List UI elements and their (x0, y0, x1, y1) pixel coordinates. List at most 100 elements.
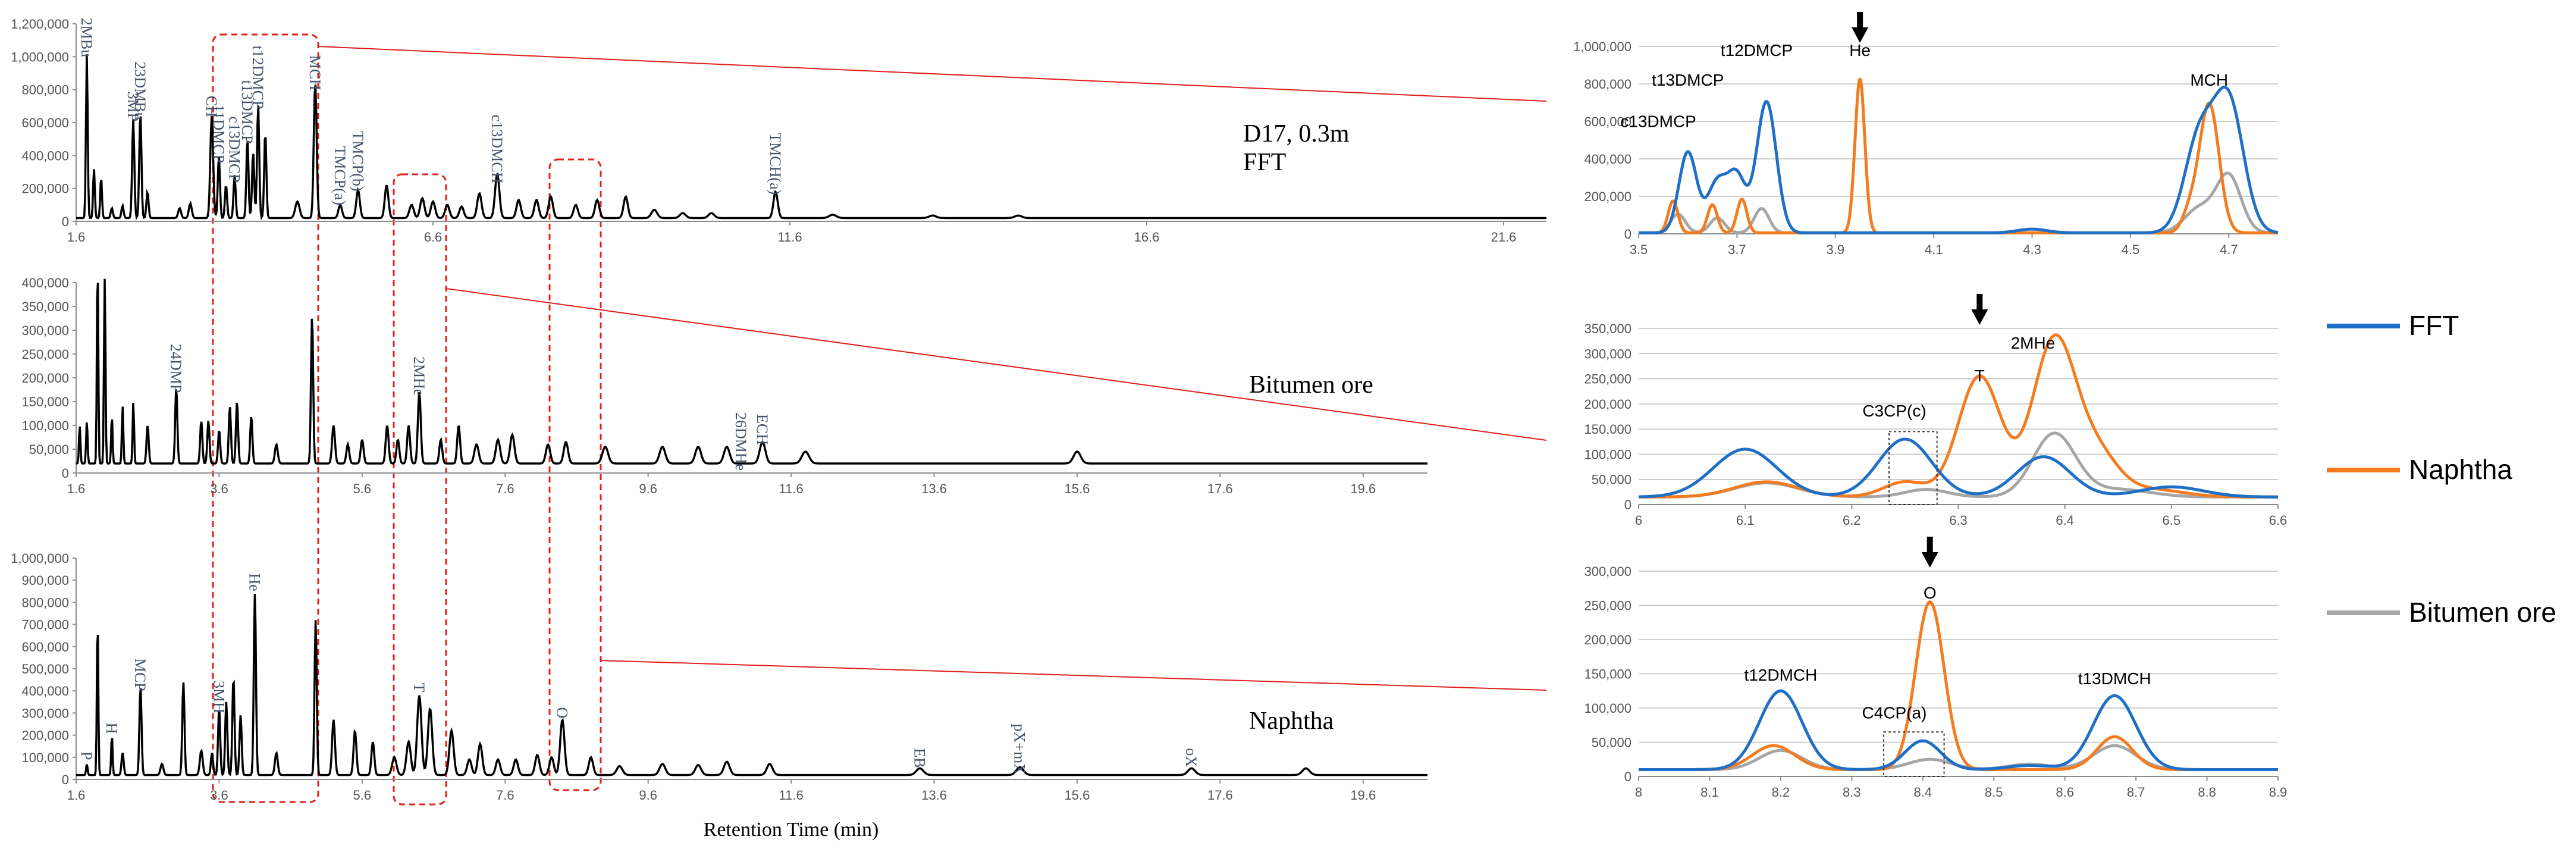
zoom_bottom-peak-label: O (1924, 584, 1937, 602)
fft_main-panel: 1.6 6.6 11.6 16.6 21.6 0 200,000 400,000 600,000… (11, 17, 1546, 245)
naphtha_main-x-tick-label: 17.6 (1207, 788, 1233, 803)
zoom-highlights (212, 33, 1547, 806)
bitumen_main-x-tick-label: 15.6 (1065, 481, 1090, 496)
zoom_bottom-y-tick-label: 200,000 (1584, 632, 1631, 647)
naphtha_main-x-tick-label: 11.6 (779, 788, 804, 803)
bitumen_main-x-tick-label: 11.6 (779, 481, 804, 496)
zoom_top-y-tick-label: 600,000 (1584, 114, 1631, 129)
fft_main-peak-label: TMCH(a) (767, 133, 784, 195)
fft_main-y-tick-label: 600,000 (21, 115, 69, 130)
bitumen_main-peak-label: ECH (754, 414, 771, 445)
zoom_bottom-y-tick-label: 300,000 (1584, 564, 1631, 579)
zoom_middle-y-tick-label: 150,000 (1584, 422, 1631, 437)
fft_main-sample-title-line: FFT (1243, 149, 1286, 176)
fft_main-peak-label: CH (203, 96, 220, 117)
fft_main-x-tick-label: 16.6 (1134, 230, 1160, 245)
zoom_top-x-tick-label: 4.1 (1925, 242, 1943, 257)
fft_main-peak-label: MCH (306, 55, 324, 90)
bitumen_main-x-tick-label: 9.6 (639, 481, 657, 496)
naphtha_main-peak-label: EB (911, 748, 928, 768)
naphtha_main-x-tick-label: 5.6 (353, 788, 372, 803)
zoom_bottom-series-naphtha (1637, 600, 2279, 771)
fft_main-sample-title: D17, 0.3m FFT (1243, 120, 1350, 176)
zoom-box-c (548, 158, 602, 791)
zoom_middle-x-tick-label: 6.2 (1843, 513, 1861, 528)
zoom-box-b (393, 173, 447, 806)
bitumen_main-y-tick-label: 200,000 (21, 371, 69, 386)
legend: FFT Naphtha Bitumen ore (2327, 310, 2556, 628)
down-arrow-icon (1971, 309, 1988, 325)
fft_main-peak-label: 3MP (124, 91, 142, 121)
bitumen_main-sample-title: Bitumen ore (1249, 371, 1373, 399)
zoom_middle-x-tick-label: 6 (1635, 513, 1642, 528)
zoom_top-peak-label: He (1849, 41, 1871, 59)
fft_main-y-tick-label: 200,000 (21, 181, 69, 196)
naphtha_main-peak-label: MCP (131, 659, 149, 691)
zoom_middle-x-tick-label: 6.3 (1949, 513, 1968, 528)
naphtha_main-peak-label: H (103, 723, 120, 734)
bitumen_main-peak-label: 2MHe (410, 356, 428, 396)
naphtha_main-y-tick-label: 300,000 (21, 706, 69, 721)
zoom_top-x-tick-label: 3.5 (1630, 242, 1648, 257)
fft_main-y-tick-label: 1,000,000 (11, 49, 69, 64)
zoom-connector-line (600, 660, 1547, 691)
naphtha_main-x-tick-label: 15.6 (1065, 788, 1090, 803)
bitumen_main-sample-title-line: Bitumen ore (1249, 371, 1373, 399)
zoom_top-peak-label: t13DMCP (1652, 71, 1724, 89)
zoom_top-peak-label: c13DMCP (1620, 112, 1696, 130)
zoom_middle-y-tick-label: 0 (1624, 497, 1631, 512)
bitumen_main-y-tick-label: 150,000 (21, 394, 69, 409)
fft_main-x-tick-label: 1.6 (67, 230, 86, 245)
bitumen_main-peak-label: 24DMP (167, 344, 184, 393)
zoom_top-x-tick-label: 4.7 (2220, 242, 2238, 257)
naphtha_main-panel: 1.6 3.6 5.6 7.6 9.6 11.6 13.6 15.6 17.6 19.6 0 100,… (11, 551, 1427, 803)
zoom_middle-dotted-box (1888, 431, 1938, 505)
naphtha_main-y-tick-label: 100,000 (21, 750, 69, 765)
fft_main-y-tick-label: 400,000 (21, 148, 69, 163)
bitumen_main-x-tick-label: 5.6 (353, 481, 372, 496)
bitumen_main-x-tick-label: 1.6 (67, 481, 86, 496)
zoom_bottom-peak-label: t12DMCH (1744, 666, 1817, 684)
naphtha_main-x-tick-label: 13.6 (921, 788, 947, 803)
naphtha_main-sample-title: Naphtha (1249, 707, 1334, 735)
zoom_top-series-fft (1637, 86, 2279, 234)
bitumen_main-y-tick-label: 50,000 (29, 442, 69, 457)
down-arrow-icon (1976, 294, 1983, 312)
fft_main-peak-label: t12DMCP (249, 46, 266, 109)
bitumen_main-x-tick-label: 19.6 (1350, 481, 1376, 496)
zoom_top-x-tick-label: 3.9 (1826, 242, 1844, 257)
zoom_middle-series-fft (1637, 437, 2279, 499)
zoom_middle-y-tick-label: 250,000 (1584, 372, 1631, 387)
bitumen_main-y-tick-label: 350,000 (21, 299, 69, 314)
zoom_bottom-y-tick-label: 250,000 (1584, 599, 1631, 613)
naphtha_main-y-tick-label: 200,000 (21, 728, 69, 743)
zoom_top-x-tick-label: 4.3 (2023, 242, 2041, 257)
zoom-box-a (212, 33, 319, 803)
naphtha_main-peak-label: O (553, 707, 570, 719)
naphtha_main-trace-line (76, 594, 1427, 776)
zoom_bottom-x-tick-label: 8.5 (1985, 785, 2003, 800)
naphtha_main-y-tick-label: 400,000 (21, 684, 69, 698)
zoom_middle-y-tick-label: 200,000 (1584, 397, 1631, 412)
zoom-connector-line (445, 288, 1547, 441)
bitumen_main-x-tick-label: 7.6 (496, 481, 514, 496)
zoom_top-y-tick-label: 400,000 (1584, 152, 1631, 167)
zoom_bottom-y-tick-label: 50,000 (1592, 735, 1631, 750)
fft_main-y-tick-label: 1,200,000 (11, 17, 69, 32)
down-arrow-icon (1857, 12, 1863, 30)
zoom_bottom-x-tick-label: 8.6 (2056, 785, 2074, 800)
zoom_bottom-x-tick-label: 8.4 (1913, 785, 1932, 800)
fft_main-peak-label: c13DMCH (488, 115, 506, 184)
zoom_top-y-tick-label: 1,000,000 (1573, 39, 1631, 54)
naphtha_main-y-tick-label: 900,000 (21, 573, 69, 588)
naphtha_main-y-tick-label: 1,000,000 (11, 551, 69, 566)
zoom_middle-x-tick-label: 6.1 (1736, 513, 1755, 528)
naphtha_main-x-tick-label: 3.6 (210, 788, 228, 803)
legend-label: Naphtha (2409, 454, 2512, 485)
fft_main-x-tick-label: 21.6 (1491, 230, 1517, 245)
zoom_top-peak-label: t12DMCP (1721, 41, 1793, 59)
bitumen_main-y-tick-label: 300,000 (21, 323, 69, 338)
zoom_bottom-panel: 8 8.1 8.2 8.3 8.4 8.5 8.6 8.7 8.8 8.9 0 50,000 100,0… (1584, 537, 2287, 800)
zoom_bottom-peak-label: t13DMCH (2078, 669, 2151, 688)
naphtha_main-peak-label: oX (1182, 748, 1200, 767)
